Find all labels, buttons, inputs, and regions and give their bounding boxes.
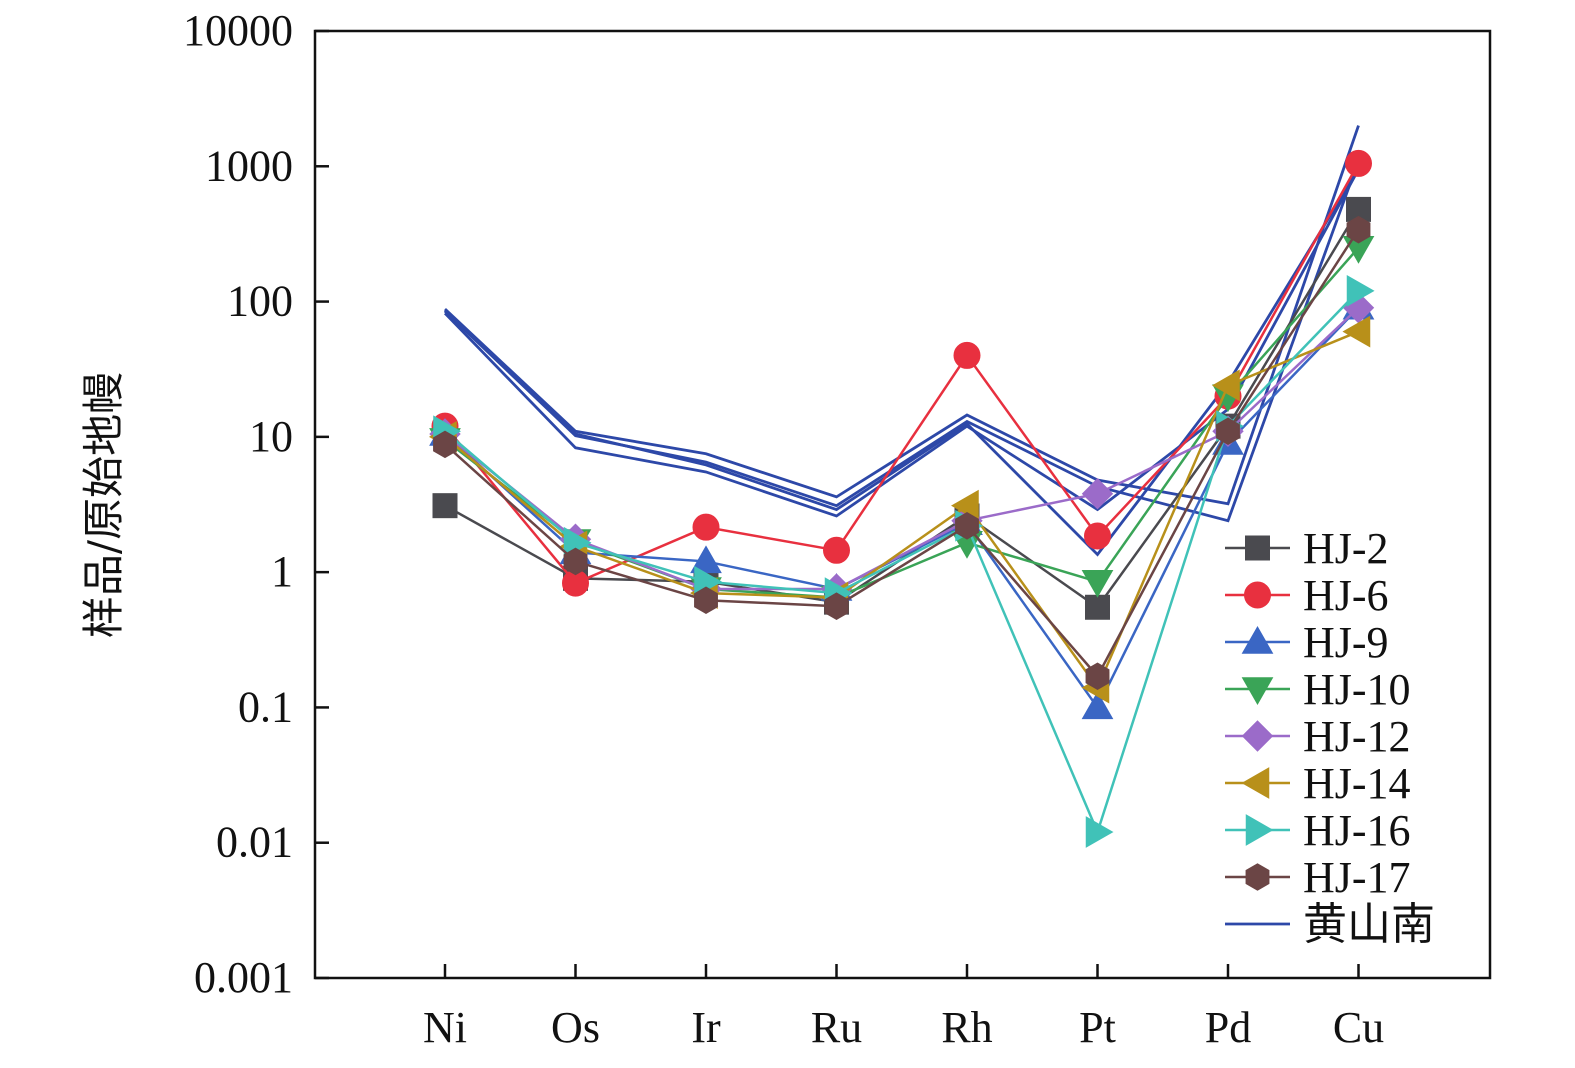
x-tick-label: Rh [941,1003,992,1052]
data-point [953,341,981,369]
data-point [1081,691,1114,720]
data-point [1085,816,1114,848]
series-line [444,306,1360,710]
legend-marker [1241,625,1274,654]
data-point [1081,569,1114,598]
series-line [444,330,1359,691]
legend-label: HJ-9 [1303,618,1389,667]
y-tick-label: 10 [249,412,293,461]
legend-item: HJ-6 [1225,571,1389,620]
data-point [563,547,588,576]
legend-marker [1241,720,1274,752]
x-tick-label: Ir [691,1003,721,1052]
data-point [692,513,720,541]
legend-item: HJ-16 [1225,806,1411,855]
legend-marker [1245,863,1270,891]
reference-line [444,168,1360,557]
series-line [444,228,1360,679]
data-point [824,592,849,620]
legend-item: HJ-14 [1225,759,1411,808]
data-point [1346,274,1375,307]
legend-label: HJ-17 [1303,853,1411,902]
data-point [1346,215,1371,244]
data-point [433,430,457,459]
x-tick-label: Pt [1079,1003,1116,1052]
data-point [694,586,718,615]
data-point [1345,149,1372,177]
data-point [1085,662,1110,691]
legend-label: HJ-10 [1303,665,1411,714]
data-point [955,512,979,540]
y-tick-label: 1 [271,547,293,596]
legend-marker [1245,535,1270,561]
data-point [1211,369,1240,402]
legend-label: 黄山南 [1303,900,1435,949]
series-layer [428,149,1375,848]
legend-label: HJ-12 [1303,712,1411,761]
legend-label: HJ-14 [1303,759,1411,808]
data-point [1085,594,1110,620]
y-tick-label: 10000 [183,6,293,55]
legend-marker [1245,814,1274,846]
x-tick-label: Ni [423,1003,467,1052]
legend-item: HJ-12 [1225,712,1411,761]
data-point [1342,315,1371,348]
y-axis: 0.001 0.01 0.1 1 10 100 1000 10000 [183,6,329,1002]
plot-border [313,29,1492,980]
data-point [1081,477,1114,510]
x-tick-label: Pd [1205,1003,1251,1052]
data-point [823,536,850,564]
series-HJ-6 [431,149,1372,597]
x-tick-label: Os [551,1003,600,1052]
y-tick-label: 0.01 [216,818,293,867]
x-tick-label: Ru [811,1003,862,1052]
legend-marker [1244,581,1271,609]
reference-lines [443,125,1360,557]
legend-label: HJ-6 [1303,571,1389,620]
legend-item: HJ-10 [1225,665,1411,714]
x-tick-label: Cu [1333,1003,1384,1052]
plot-frame [313,29,1492,980]
series-line [444,162,1360,585]
data-point [1084,522,1111,550]
series-HJ-14 [428,315,1371,704]
legend-item: 黄山南 [1225,900,1435,949]
legend-marker [1241,767,1270,799]
data-point [432,493,458,519]
legend-item: HJ-2 [1225,524,1389,573]
y-tick-label: 0.1 [238,682,293,731]
y-axis-title: 样品/原始地幔 [79,372,128,638]
legend-label: HJ-16 [1303,806,1411,855]
y-tick-label: 0.001 [194,953,293,1002]
series-HJ-17 [433,215,1371,691]
series-line [444,289,1360,836]
y-tick-label: 100 [227,277,293,326]
legend-item: HJ-9 [1225,618,1389,667]
reference-line [444,125,1360,506]
legend-item: HJ-17 [1225,853,1411,902]
data-point [1216,417,1240,446]
series-line [444,306,1360,591]
legend-marker [1241,677,1274,706]
legend-label: HJ-2 [1303,524,1389,573]
x-axis: Ni Os Ir Ru Rh Pt Pd Cu [423,964,1384,1052]
y-tick-label: 1000 [205,141,293,190]
